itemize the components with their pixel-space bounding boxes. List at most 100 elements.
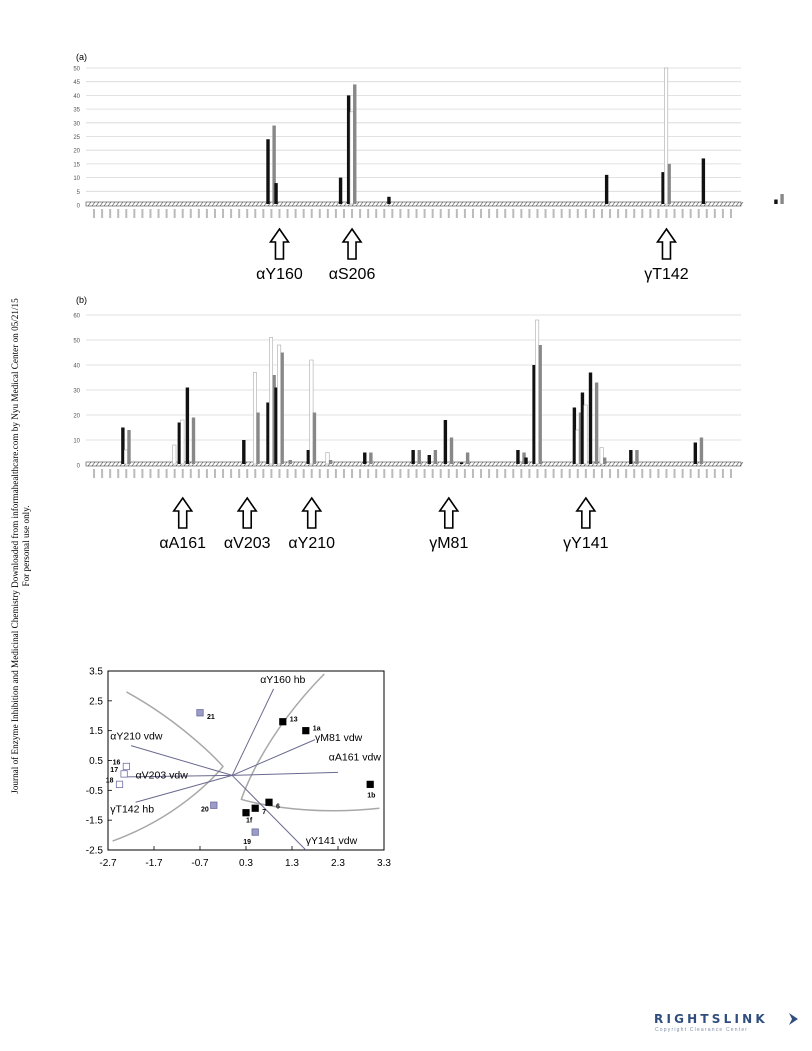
bar: [701, 158, 706, 204]
x-tick-label: [480, 209, 483, 218]
y-tick-label: 45: [73, 80, 80, 86]
bar: [417, 450, 421, 464]
x-tick-label: [592, 209, 595, 218]
baseline-hatch: [715, 461, 720, 467]
baseline-hatch: [103, 461, 108, 467]
baseline-hatch: [731, 201, 736, 207]
baseline-hatch: [479, 461, 484, 467]
x-tick-label: [584, 469, 587, 478]
x-tick-label: [488, 209, 491, 218]
x-tick-label: [681, 209, 684, 218]
x-tick-label: [286, 209, 289, 218]
x-tick-label: [334, 209, 337, 218]
baseline-hatch: [287, 201, 292, 207]
data-point: [251, 804, 259, 812]
baseline-hatch: [579, 201, 584, 207]
baseline-hatch: [347, 461, 352, 467]
baseline-hatch: [687, 461, 692, 467]
x-tick-label: [141, 469, 144, 478]
x-tick-label: [302, 209, 305, 218]
baseline-hatch: [171, 201, 176, 207]
baseline-hatch: [311, 201, 316, 207]
baseline-hatch: [207, 461, 212, 467]
y-tick-label: 0: [77, 464, 81, 470]
x-tick-label: [238, 209, 241, 218]
x-tick-label: [609, 209, 612, 218]
x-tick-label: [592, 469, 595, 478]
baseline-hatch: [639, 201, 644, 207]
baseline-hatch: [491, 461, 496, 467]
x-tick-label: [230, 469, 233, 478]
x-tick-label: [133, 209, 136, 218]
baseline-hatch: [219, 461, 224, 467]
bar: [266, 402, 270, 464]
baseline-hatch: [535, 201, 540, 207]
y-tick-label: 10: [73, 176, 80, 182]
baseline-hatch: [463, 201, 468, 207]
baseline-hatch: [723, 201, 728, 207]
x-tick-label: [375, 469, 378, 478]
bar: [363, 452, 367, 464]
baseline-hatch: [135, 201, 140, 207]
x-tick-label: 1.3: [285, 858, 299, 869]
x-tick-label: [367, 469, 370, 478]
baseline-hatch: [395, 461, 400, 467]
residue-annotation: αA161: [159, 535, 206, 552]
baseline-hatch: [335, 201, 340, 207]
x-tick-label: [181, 209, 184, 218]
x-tick-label: [576, 469, 579, 478]
loading-vector: [130, 745, 233, 776]
baseline-hatch: [407, 461, 412, 467]
data-point: [196, 709, 204, 717]
baseline-hatch: [211, 461, 216, 467]
x-tick-labels: [93, 469, 732, 478]
baseline-hatch: [303, 201, 308, 207]
x-tick-label: [455, 209, 458, 218]
x-tick-label: [117, 209, 120, 218]
x-tick-label: [294, 469, 297, 478]
y-tick-label: 10: [73, 439, 80, 445]
y-tick-label: 0: [77, 204, 81, 210]
bar: [693, 442, 698, 464]
baseline-hatch: [175, 201, 180, 207]
baseline-hatch: [223, 201, 228, 207]
bar: [256, 412, 260, 464]
baseline-hatch: [619, 201, 624, 207]
baseline-hatch: [135, 461, 140, 467]
baseline-hatch: [707, 201, 712, 207]
baseline-hatch: [539, 201, 544, 207]
x-tick-label: [512, 209, 515, 218]
loading-vector: [231, 775, 307, 850]
bar: [328, 460, 333, 464]
x-tick-label: [189, 469, 192, 478]
baseline-hatch: [719, 461, 724, 467]
x-tick-label: [689, 469, 692, 478]
baseline-hatch: [331, 201, 336, 207]
baseline-hatch: [491, 201, 496, 207]
baseline-hatch: [455, 461, 460, 467]
y-tick-label: 3.5: [89, 667, 103, 678]
baseline-hatch: [247, 461, 252, 467]
baseline-hatch: [191, 201, 196, 207]
x-tick-label: [439, 209, 442, 218]
baseline-hatch: [483, 461, 488, 467]
baseline-hatch: [363, 201, 368, 207]
x-tick-label: [520, 469, 523, 478]
baseline-hatch: [619, 461, 624, 467]
baseline-hatch: [195, 461, 200, 467]
x-tick-label: [584, 209, 587, 218]
baseline-hatch: [459, 201, 464, 207]
baseline-hatch: [675, 461, 680, 467]
residue-annotation: γM81: [429, 535, 468, 552]
bar: [177, 422, 182, 464]
bar: [353, 84, 357, 204]
baseline-hatch: [695, 461, 700, 467]
bar: [274, 387, 278, 464]
bar: [774, 199, 778, 204]
x-tick-label: [310, 209, 313, 218]
rightslink-logo[interactable]: RIGHTSLINK Copyright Clearance Center: [654, 1012, 804, 1040]
baseline-hatch: [359, 201, 364, 207]
x-tick-label: [367, 209, 370, 218]
baseline-hatch: [631, 461, 636, 467]
x-tick-label: [447, 209, 450, 218]
